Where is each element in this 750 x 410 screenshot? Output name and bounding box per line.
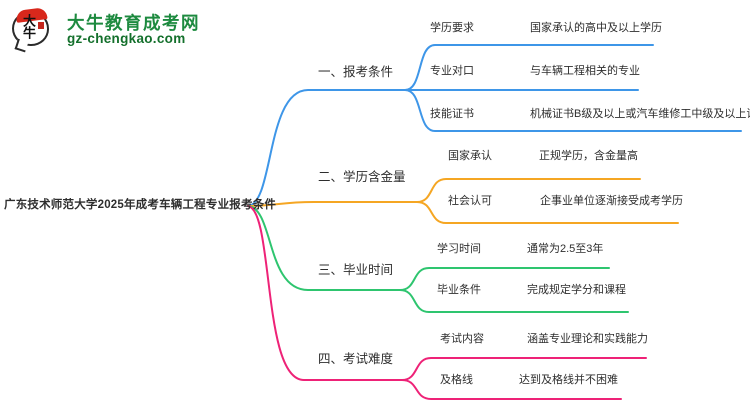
branch-2-item-2-value: 企事业单位逐渐接受成考学历 (540, 195, 683, 207)
branch-1-item-3-value: 机械证书B级及以上或汽车维修工中级及以上证书 (530, 108, 750, 120)
branch-2-sub-1-line (416, 178, 641, 203)
branch-4-main-line (247, 205, 403, 381)
site-domain: gz-chengkao.com (67, 31, 186, 46)
logo-bubble-icon: 大牛 (12, 7, 49, 53)
logo-characters: 大牛 (20, 14, 35, 38)
branch-4-item-2-term: 及格线 (440, 374, 473, 386)
branch-3-item-1-term: 学习时间 (437, 243, 481, 255)
branch-1-item-1-value: 国家承认的高中及以上学历 (530, 22, 662, 34)
branch-1-item-3-term: 技能证书 (430, 108, 474, 120)
branch-4-sub-2-line (401, 379, 622, 400)
branch-3-item-2-value: 完成规定学分和课程 (527, 284, 626, 296)
branch-2-label: 二、学历含金量 (318, 170, 406, 184)
branch-2-item-1-value: 正规学历，含金量高 (539, 150, 638, 162)
branch-3-label: 三、毕业时间 (318, 263, 394, 277)
site-name: 大牛教育成考网 (67, 13, 200, 33)
branch-1-main-line (247, 89, 406, 207)
branch-4-item-1-term: 考试内容 (440, 333, 484, 345)
branch-1-sub-3-line (404, 89, 742, 132)
branch-3-connectors (247, 205, 629, 313)
branch-1-item-2-term: 专业对口 (430, 65, 474, 77)
branch-4-item-2-value: 达到及格线并不困难 (519, 374, 618, 386)
branch-1-sub-1-line (404, 44, 654, 91)
branch-1-item-2-value: 与车辆工程相关的专业 (530, 65, 640, 77)
branch-2-item-1-term: 国家承认 (448, 150, 492, 162)
branch-3-sub-2-line (399, 289, 629, 313)
branch-3-item-2-term: 毕业条件 (437, 284, 481, 296)
branch-4-connectors (247, 205, 647, 400)
branch-1-item-1-term: 学历要求 (430, 22, 474, 34)
branch-2-main-line (247, 201, 418, 207)
logo-seal-icon (38, 22, 44, 29)
branch-3-item-1-value: 通常为2.5至3年 (527, 243, 604, 255)
root-node: 广东技术师范大学2025年成考车辆工程专业报考条件 (4, 199, 277, 211)
branch-1-label: 一、报考条件 (318, 65, 394, 79)
branch-3-sub-1-line (399, 267, 610, 291)
branch-3-main-line (247, 205, 401, 291)
branch-4-sub-1-line (401, 357, 647, 381)
branch-1-connectors (247, 44, 742, 207)
branch-2-connectors (247, 178, 679, 224)
site-logo[interactable]: 大牛 大牛教育成考网 gz-chengkao.com (12, 6, 232, 53)
branch-2-sub-2-line (416, 201, 679, 224)
branch-4-label: 四、考试难度 (318, 352, 394, 366)
branch-4-item-1-value: 涵盖专业理论和实践能力 (527, 333, 648, 345)
branch-2-item-2-term: 社会认可 (448, 195, 492, 207)
